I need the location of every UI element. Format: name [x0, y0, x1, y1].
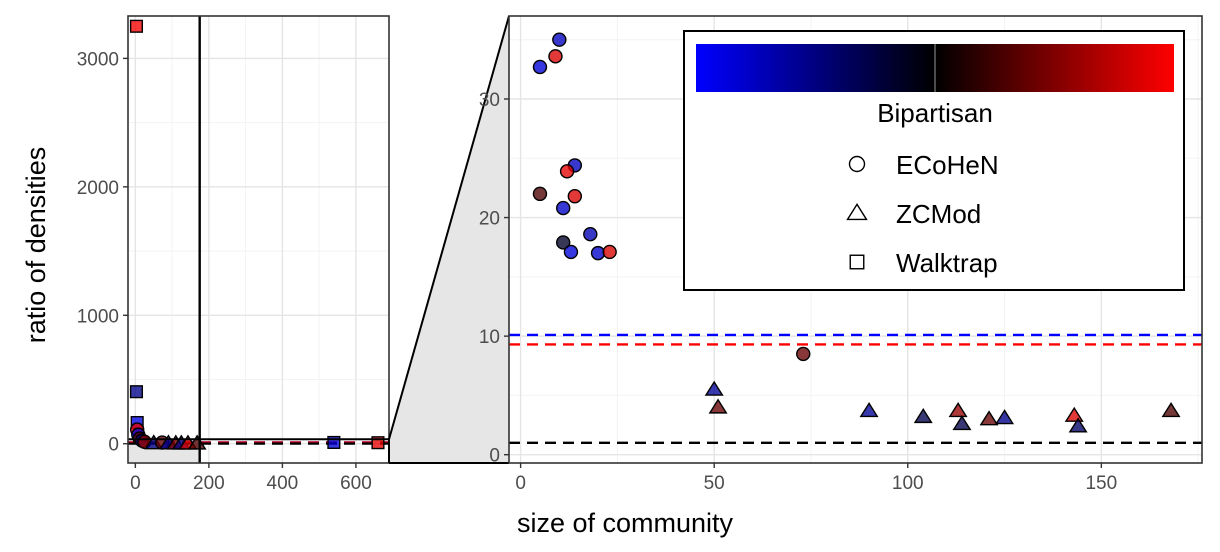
data-point	[859, 402, 879, 418]
colorbar-title: Bipartisan	[877, 98, 993, 128]
zoom-wedge	[389, 16, 509, 463]
y-tick-label: 2000	[77, 178, 119, 199]
x-tick-label: 0	[130, 473, 141, 494]
data-point	[552, 32, 567, 47]
x-tick-label: 150	[1085, 473, 1117, 494]
x-tick-label: 0	[515, 473, 526, 494]
data-point	[187, 434, 207, 450]
data-point	[563, 244, 579, 260]
panel-border	[508, 15, 1203, 464]
y-tick-label: 3000	[77, 49, 119, 70]
data-point	[327, 435, 341, 449]
data-point	[567, 189, 583, 204]
y-tick-label: 20	[479, 209, 500, 230]
y-tick-label: 10	[479, 327, 500, 348]
x-tick-label: 50	[704, 473, 725, 494]
x-tick-label: 100	[892, 473, 924, 494]
data-point	[532, 59, 548, 75]
legend-label: Walktrap	[896, 248, 998, 278]
data-point	[979, 410, 999, 426]
y-tick-label: 30	[479, 90, 500, 111]
y-tick-label: 0	[489, 446, 500, 467]
data-point	[556, 200, 571, 216]
legend-marker-square	[849, 254, 865, 270]
legend-marker-circle	[848, 155, 866, 173]
data-point	[602, 244, 617, 260]
zoom-edge-top	[388, 15, 510, 440]
zoom-connector	[388, 15, 510, 464]
data-point	[548, 49, 563, 64]
legend-label: ECoHeN	[896, 150, 999, 180]
legend-label: ZCMod	[896, 199, 981, 229]
data-point	[583, 226, 598, 242]
overview-panel: 0 200 400 600 0 1000 2000 3000	[77, 15, 390, 494]
x-axis-title: size of community	[517, 508, 734, 538]
data-point	[948, 402, 968, 418]
data-point	[704, 380, 724, 396]
data-point	[913, 407, 933, 424]
plot-background	[128, 16, 389, 463]
panel-border	[127, 15, 390, 464]
data-points	[532, 32, 1181, 433]
y-tick-label: 0	[108, 435, 119, 456]
data-point	[708, 398, 728, 414]
data-point	[1161, 402, 1181, 418]
data-point	[371, 436, 385, 450]
data-point	[559, 164, 575, 179]
data-point	[532, 186, 548, 202]
x-tick-label: 200	[193, 473, 225, 494]
data-point	[556, 235, 571, 250]
data-point	[995, 409, 1015, 425]
data-point	[1068, 417, 1088, 433]
legend-marker-triangle	[846, 203, 868, 221]
y-axis-title: ratio of densities	[21, 147, 51, 344]
data-point	[796, 346, 811, 362]
y-tick-label: 1000	[77, 306, 119, 327]
x-tick-label: 600	[340, 473, 372, 494]
data-point	[129, 19, 144, 33]
data-point	[952, 415, 972, 431]
x-tick-label: 400	[267, 473, 299, 494]
data-point	[129, 385, 144, 399]
legend: Bipartisan ECoHeN ZCMod Walktrap	[683, 30, 1185, 291]
